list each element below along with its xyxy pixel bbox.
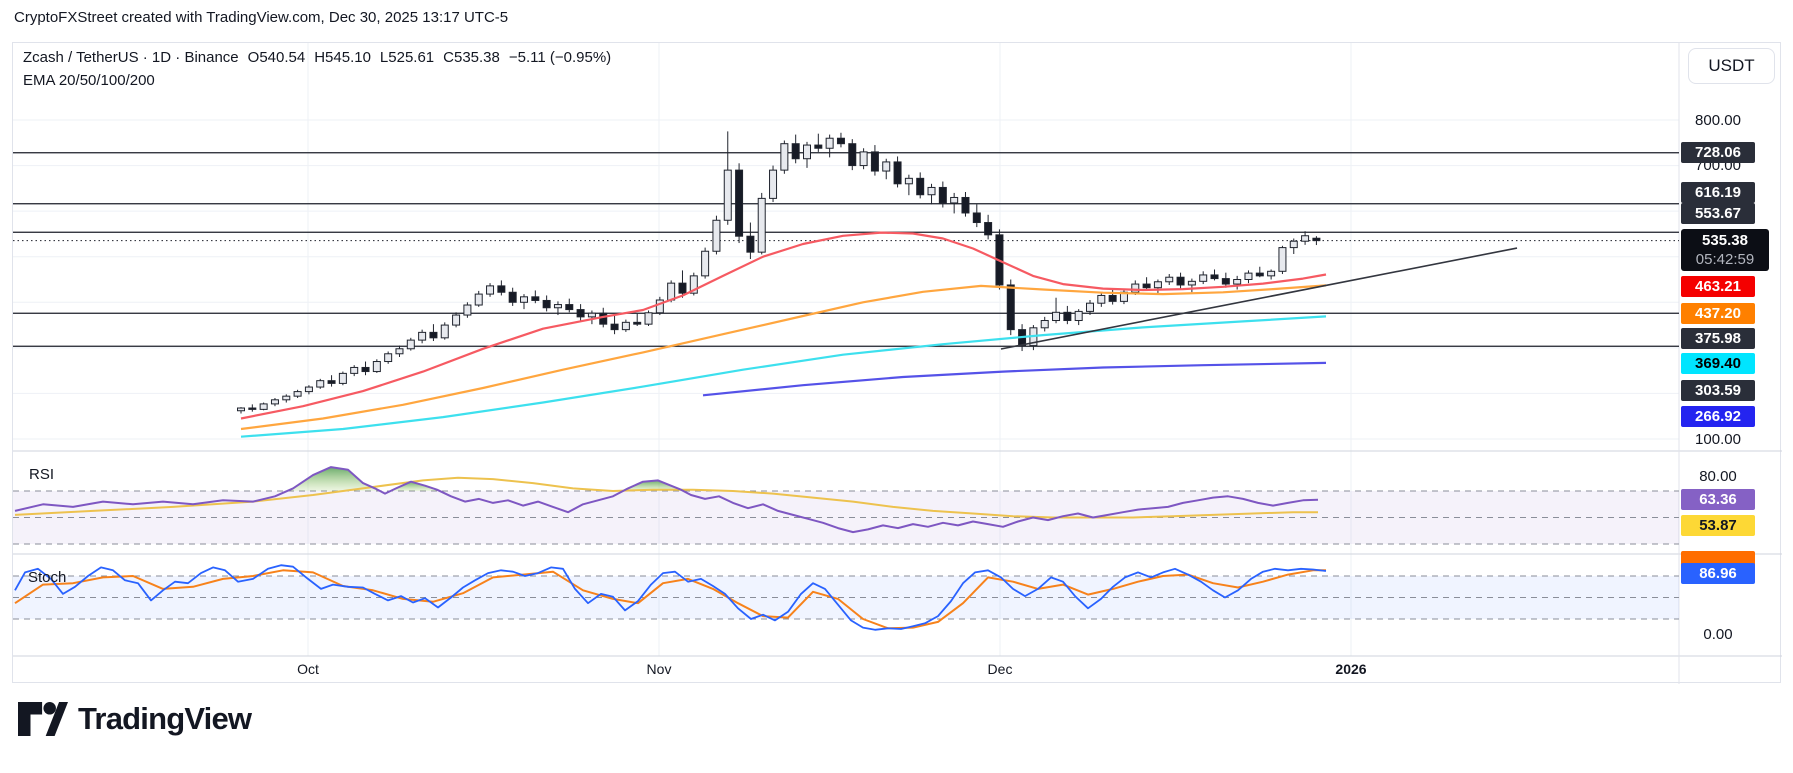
axis-tick: 100.00 <box>1695 430 1741 448</box>
stoch-k-line <box>14 564 1327 631</box>
current-price-badge: 535.38 05:42:59 <box>1681 229 1769 271</box>
chart-canvas[interactable] <box>13 43 1782 684</box>
rsi-overbought-fill <box>285 467 379 491</box>
price-badge: 53.87 <box>1681 514 1755 536</box>
symbol-title[interactable]: Zcash / TetherUS · 1D · Binance <box>23 49 239 66</box>
rsi-pane-label[interactable]: RSI <box>29 466 55 483</box>
price-badge: 553.67 <box>1681 202 1755 224</box>
stoch-pane-label[interactable]: Stoch <box>28 569 67 586</box>
stoch-band <box>13 576 1679 620</box>
current-price-value: 535.38 <box>1702 232 1748 249</box>
rsi-ma-line <box>14 476 1319 519</box>
rsi-line <box>14 466 1319 534</box>
ema20-line <box>240 231 1327 420</box>
trendline <box>1000 247 1518 350</box>
price-badge: 463.21 <box>1681 275 1755 297</box>
axis-tick: 800.00 <box>1695 111 1741 129</box>
ema50-line <box>240 284 1327 431</box>
price-badge: 616.19 <box>1681 181 1755 203</box>
time-axis-label: Nov <box>646 661 672 677</box>
price-axis[interactable]: 800.00 728.06 700.00 616.19 553.67 463.21 437.… <box>1679 43 1782 684</box>
axis-tick: 80.00 <box>1699 467 1737 485</box>
time-axis[interactable]: Oct Nov Dec 2026 <box>13 656 1679 684</box>
ema200-line <box>702 361 1327 397</box>
price-badge: 266.92 <box>1681 405 1755 427</box>
price-badge: 437.20 <box>1681 302 1755 324</box>
candles-layer <box>237 131 1321 414</box>
rsi-overbought-fill <box>621 480 685 491</box>
price-badge: 375.98 <box>1681 327 1755 349</box>
symbol-titlebar[interactable]: Zcash / TetherUS · 1D · Binance O540.54 … <box>23 49 611 66</box>
price-badge: 369.40 <box>1681 352 1755 374</box>
price-change: −5.11 (−0.95%) <box>508 49 612 66</box>
tradingview-logo-icon <box>18 702 68 736</box>
ohlc-close: C535.38 <box>443 49 500 66</box>
tradingview-footer: TradingView <box>18 697 252 741</box>
gridlines <box>13 43 1679 656</box>
price-level-lines <box>13 152 1679 347</box>
ema100-line <box>240 315 1327 438</box>
credit-line: CryptoFXStreet created with TradingView.… <box>14 9 509 26</box>
price-badge: 86.96 <box>1681 562 1755 584</box>
rsi-overbought-fill <box>389 481 441 491</box>
currency-toggle-button[interactable]: USDT <box>1688 48 1775 84</box>
ohlc-high: H545.10 <box>314 49 371 66</box>
price-badge: 63.36 <box>1681 488 1755 510</box>
ohlc-open: O540.54 <box>247 49 306 66</box>
axis-tick: 0.00 <box>1703 625 1733 643</box>
time-axis-label: 2026 <box>1335 661 1367 677</box>
tradingview-brand-text: TradingView <box>78 701 252 736</box>
ohlc-low: L525.61 <box>379 49 435 66</box>
bar-countdown: 05:42:59 <box>1695 251 1755 268</box>
price-badge: 303.59 <box>1681 379 1755 401</box>
time-axis-label: Dec <box>987 661 1013 677</box>
ema-indicator-label[interactable]: EMA 20/50/100/200 <box>23 72 155 89</box>
price-badge: 728.06 <box>1681 141 1755 163</box>
time-axis-label: Oct <box>297 661 319 677</box>
chart-panel: Zcash / TetherUS · 1D · Binance O540.54 … <box>12 42 1782 684</box>
